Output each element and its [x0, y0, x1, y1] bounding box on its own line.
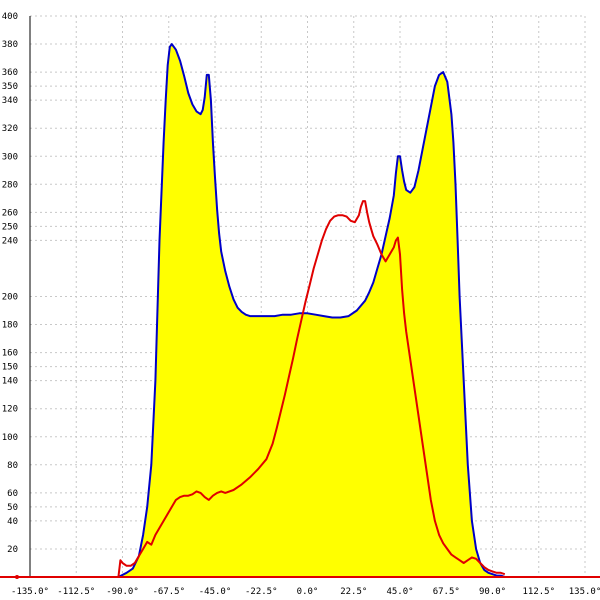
- y-tick-label: 360: [2, 68, 18, 78]
- series-0-line: [117, 43, 509, 578]
- y-tick-label: 140: [2, 377, 18, 387]
- x-tick-label: -135.0°: [11, 587, 49, 597]
- y-tick-label: 300: [2, 152, 18, 162]
- y-tick-label: 60: [7, 489, 18, 499]
- x-tick-label: 0.0°: [297, 587, 319, 597]
- x-tick-label: 67.5°: [433, 587, 460, 597]
- line-layer: [117, 43, 509, 578]
- x-tick-label: -90.0°: [106, 587, 139, 597]
- y-tick-label: 160: [2, 349, 18, 359]
- series-1-line: [117, 200, 506, 578]
- x-tick-label: -67.5°: [152, 587, 185, 597]
- y-tick-label: 200: [2, 293, 18, 303]
- x-tick-label: 45.0°: [386, 587, 413, 597]
- y-tick-label: 250: [2, 222, 18, 232]
- x-tick-label: -22.5°: [245, 587, 278, 597]
- y-tick-label: 100: [2, 433, 18, 443]
- y-tick-label: 120: [2, 405, 18, 415]
- y-tick-label: 40: [7, 517, 18, 527]
- series-0-area: [118, 44, 509, 578]
- x-tick-label: -45.0°: [199, 587, 232, 597]
- y-tick-label: 260: [2, 208, 18, 218]
- axis-layer: [0, 16, 600, 579]
- y-tick-label: 50: [7, 503, 18, 513]
- baseline-start-marker: [15, 575, 19, 579]
- y-tick-label: 400: [2, 12, 18, 22]
- x-tick-label: 22.5°: [340, 587, 367, 597]
- y-tick-label: 240: [2, 236, 18, 246]
- y-tick-label: 20: [7, 545, 18, 555]
- y-tick-label: 350: [2, 82, 18, 92]
- y-tick-label: 280: [2, 180, 18, 190]
- x-tick-label: -112.5°: [57, 587, 95, 597]
- fill-layer: [118, 44, 509, 578]
- x-tick-label: 112.5°: [522, 587, 555, 597]
- y-tick-label: 150: [2, 363, 18, 373]
- x-tick-label: 135.0°: [569, 587, 600, 597]
- x-tick-label: 90.0°: [479, 587, 506, 597]
- y-tick-label: 320: [2, 124, 18, 134]
- y-tick-label: 180: [2, 321, 18, 331]
- y-tick-label: 380: [2, 40, 18, 50]
- y-tick-label: 340: [2, 96, 18, 106]
- y-tick-label: 80: [7, 461, 18, 471]
- label-layer: -135.0° -112.5° -90.0° -67.5° -45.0° -22.5° 0.…: [2, 12, 600, 597]
